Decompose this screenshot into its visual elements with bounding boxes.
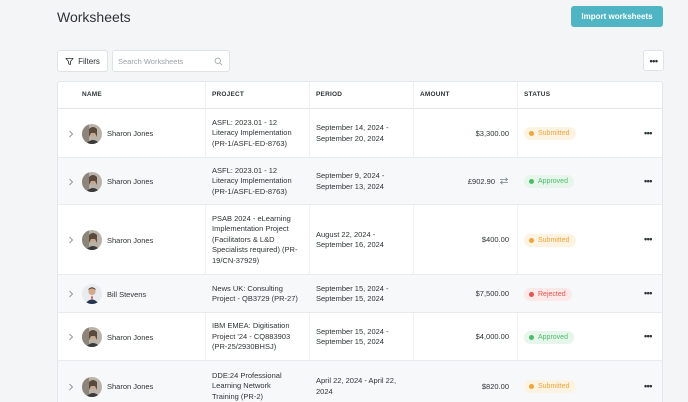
amount-cell: $3,300.00 (475, 128, 509, 138)
column-header-name[interactable]: NAME (82, 91, 102, 98)
chevron-right-icon[interactable] (68, 236, 74, 244)
table-row[interactable]: Sharon Jones ASFL: 2023.01 - 12 Literacy I… (58, 158, 662, 205)
search-icon[interactable] (214, 57, 223, 66)
status-badge: Approved (524, 175, 574, 188)
period-cell: September 15, 2024 - September 15, 2024 (316, 283, 389, 304)
column-divider (309, 82, 310, 402)
project-cell: ASFL: 2023.01 - 12 Literacy Implementatio… (212, 117, 292, 148)
amount-cell: $7,500.00 (475, 289, 509, 298)
avatar (82, 171, 102, 192)
chevron-right-icon[interactable] (68, 333, 74, 341)
employee-name: Sharon Jones (107, 235, 154, 245)
row-actions-button[interactable]: ••• (644, 175, 652, 186)
currency-exchange-icon[interactable] (499, 177, 509, 185)
amount-cell: £902.90 (468, 177, 509, 186)
table-row[interactable]: Bill Stevens News UK: Consulting Project -… (58, 275, 662, 313)
project-cell: IBM EMEA: Digitisation Project '24 - CQ88… (212, 321, 291, 352)
filter-icon (65, 57, 74, 65)
row-actions-button[interactable]: ••• (644, 288, 652, 298)
more-options-button[interactable]: ••• (643, 50, 664, 71)
avatar (82, 230, 102, 250)
column-divider (413, 82, 414, 402)
status-badge: Approved (524, 330, 574, 344)
period-cell: April 22, 2024 - April 22, 2024 (316, 376, 397, 396)
table-row[interactable]: Sharon Jones IBM EMEA: Digitisation Projec… (58, 313, 662, 361)
status-dot (529, 179, 534, 184)
column-header-status[interactable]: STATUS (524, 91, 551, 98)
page-title: Worksheets (57, 9, 131, 25)
project-cell: News UK: Consulting Project - QB3729 (PR-… (212, 283, 298, 304)
status-dot (529, 131, 534, 136)
column-header-amount[interactable]: AMOUNT (420, 91, 450, 98)
period-cell: September 14, 2024 - September 20, 2024 (316, 123, 389, 143)
status-badge: Rejected (524, 287, 572, 301)
amount-cell: $4,000.00 (475, 332, 509, 341)
search-box (112, 50, 230, 72)
project-cell: ASFL: 2023.01 - 12 Literacy Implementatio… (212, 165, 292, 196)
employee-name: Sharon Jones (107, 382, 154, 391)
filters-button[interactable]: Filters (57, 50, 108, 72)
project-cell: DDE:24 Professional Learning Network Train… (212, 370, 282, 401)
row-actions-button[interactable]: ••• (644, 380, 652, 391)
table-row[interactable]: Sharon Jones PSAB 2024 - eLearning Impleme… (58, 205, 662, 275)
status-badge: Submitted (524, 233, 576, 247)
row-actions-button[interactable]: ••• (644, 234, 652, 244)
period-cell: August 22, 2024 - September 16, 2024 (316, 229, 384, 250)
avatar (82, 376, 102, 397)
avatar (82, 327, 102, 347)
employee-name: Sharon Jones (107, 177, 154, 186)
filters-label: Filters (78, 56, 100, 66)
column-divider (517, 82, 518, 402)
column-header-project[interactable]: PROJECT (212, 91, 245, 98)
chevron-right-icon[interactable] (68, 130, 74, 138)
column-header-period[interactable]: PERIOD (316, 91, 343, 98)
worksheets-table: NAME PROJECT PERIOD AMOUNT STATUS Sharon… (57, 81, 663, 402)
period-cell: September 9, 2024 - September 13, 2024 (316, 171, 385, 191)
amount-cell: $400.00 (481, 235, 509, 244)
status-dot (529, 237, 534, 243)
column-divider (205, 82, 206, 402)
table-row[interactable]: Sharon Jones DDE:24 Professional Learning … (58, 361, 662, 402)
search-input[interactable] (118, 55, 213, 68)
amount-cell: $820.00 (481, 381, 509, 391)
status-dot (529, 291, 534, 297)
chevron-right-icon[interactable] (68, 178, 74, 186)
import-worksheets-button[interactable]: Import worksheets (571, 6, 663, 27)
employee-name: Sharon Jones (107, 332, 154, 342)
row-actions-button[interactable]: ••• (644, 127, 652, 138)
status-badge: Submitted (524, 127, 576, 140)
employee-name: Bill Stevens (107, 289, 147, 299)
avatar (82, 123, 102, 144)
table-row[interactable]: Sharon Jones ASFL: 2023.01 - 12 Literacy I… (58, 109, 662, 158)
employee-name: Sharon Jones (107, 129, 154, 138)
row-actions-button[interactable]: ••• (644, 331, 652, 341)
table-header: NAME PROJECT PERIOD AMOUNT STATUS (58, 82, 662, 109)
status-dot (529, 334, 534, 340)
period-cell: September 15, 2024 - September 15, 2024 (316, 326, 389, 347)
chevron-right-icon[interactable] (68, 383, 74, 391)
avatar (82, 284, 102, 304)
status-badge: Submitted (524, 380, 576, 393)
chevron-right-icon[interactable] (68, 290, 74, 298)
project-cell: PSAB 2024 - eLearning Implementation Proj… (212, 213, 298, 265)
status-dot (529, 384, 534, 389)
